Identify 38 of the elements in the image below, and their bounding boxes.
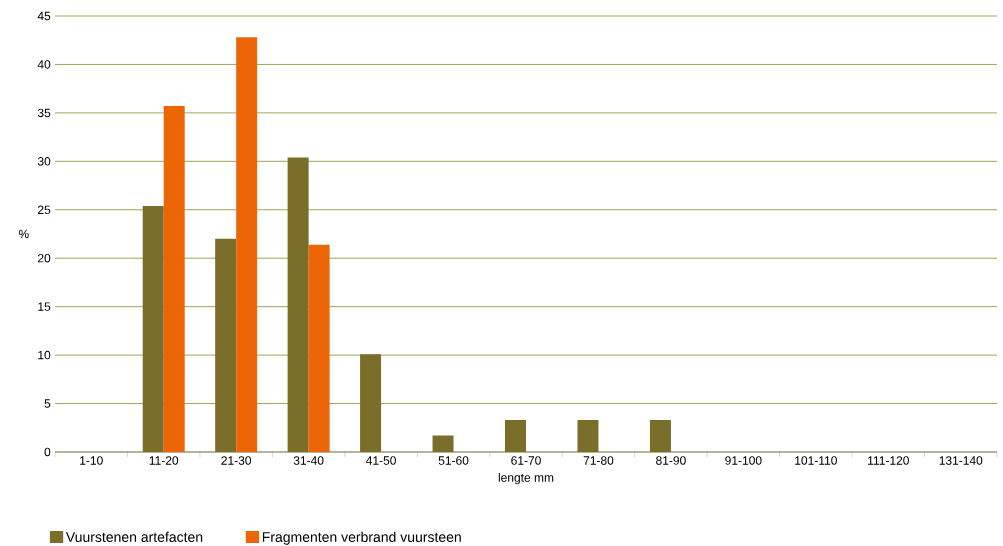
x-tick-label: 21-30 (221, 456, 252, 465)
legend-label: Vuurstenen artefacten (65, 531, 203, 542)
y-axis-title: % (18, 229, 29, 239)
bar (360, 354, 382, 452)
x-tick-label: 111-120 (868, 456, 909, 465)
y-tick-label: 0 (44, 447, 51, 457)
x-axis-title: lengte mm (498, 473, 554, 485)
y-tick-label: 45 (37, 11, 51, 21)
bar (163, 106, 185, 452)
y-tick-label: 10 (38, 350, 51, 360)
y-tick-label: 20 (38, 253, 51, 263)
bar (649, 420, 671, 452)
y-tick-label: 25 (38, 205, 51, 215)
bar (236, 37, 258, 452)
bar (432, 435, 454, 452)
bar (287, 157, 309, 452)
y-tick-label: 15 (38, 302, 51, 311)
x-tick-label: 131-140 (939, 456, 983, 465)
x-tick-label: 101-110 (795, 456, 837, 465)
bar (215, 238, 237, 452)
bar (308, 244, 330, 452)
x-tick-label: 31-40 (293, 456, 324, 465)
x-tick-label: 71-80 (583, 456, 614, 465)
x-tick-label: 81-90 (656, 456, 686, 465)
x-tick-label: 1-10 (80, 456, 103, 465)
x-tick-label: 61-70 (511, 456, 541, 465)
y-tick-label: 35 (37, 108, 51, 118)
y-tick-label: 40 (37, 60, 51, 69)
legend-label: Fragmenten verbrand vuursteen (262, 531, 461, 545)
x-tick-label: 91-100 (725, 456, 762, 465)
y-tick-label: 30 (37, 157, 51, 166)
bar (142, 205, 164, 452)
x-tick-label: 41-50 (366, 456, 396, 465)
bar (505, 420, 527, 452)
x-tick-label: 51-60 (438, 456, 469, 465)
y-tick-label: 5 (44, 399, 51, 408)
x-tick-label: 11-20 (149, 456, 179, 465)
bar (577, 420, 599, 452)
